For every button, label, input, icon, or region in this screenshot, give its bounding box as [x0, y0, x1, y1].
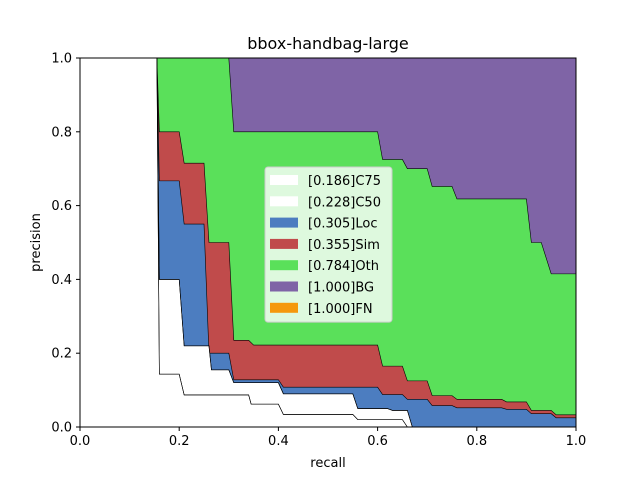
legend-entry: [0.355]Sim — [308, 238, 380, 253]
y-tick-label: 0.4 — [51, 273, 72, 288]
curve-c50 — [80, 57, 576, 428]
legend-swatch — [270, 196, 298, 207]
y-tick-label: 0.6 — [51, 199, 72, 214]
y-tick-label: 0.8 — [51, 125, 72, 140]
x-axis-label: recall — [310, 456, 345, 471]
x-tick-label: 0.6 — [367, 434, 388, 449]
x-tick-label: 0.4 — [268, 434, 289, 449]
y-ticks: 0.0 0.2 0.4 0.6 0.8 1.0 — [51, 52, 80, 436]
area-loc — [79, 57, 577, 428]
y-tick-label: 1.0 — [51, 52, 72, 67]
legend-entry: [0.305]Loc — [308, 217, 377, 232]
x-tick-label: 0.2 — [169, 434, 190, 449]
x-tick-label: 1.0 — [566, 434, 587, 449]
white-curve-outlines — [80, 57, 576, 428]
legend: [0.186]C75 [0.228]C50 [0.305]Loc [0.355]Sim… — [264, 166, 393, 323]
legend-swatch — [270, 217, 298, 228]
y-axis-label: precision — [29, 213, 44, 272]
legend-swatch — [270, 281, 298, 292]
axes-frame — [79, 57, 577, 428]
legend-swatch — [270, 238, 298, 249]
legend-entry: [1.000]BG — [308, 281, 374, 296]
legend-swatch — [270, 302, 298, 313]
legend-entry: [0.186]C75 — [308, 174, 381, 189]
curve-c75 — [80, 57, 576, 428]
x-tick-label: 0.0 — [70, 434, 91, 449]
x-ticks: 0.0 0.2 0.4 0.6 0.8 1.0 — [70, 427, 587, 449]
legend-entry: [1.000]FN — [308, 302, 373, 317]
x-tick-label: 0.8 — [466, 434, 487, 449]
legend-swatch — [270, 260, 298, 271]
legend-swatch — [270, 175, 298, 185]
y-tick-label: 0.2 — [51, 347, 72, 362]
legend-entry: [0.784]Oth — [308, 259, 379, 274]
y-tick-label: 0.0 — [51, 421, 72, 436]
legend-entry: [0.228]C50 — [308, 195, 381, 210]
chart-title: bbox-handbag-large — [247, 34, 409, 53]
